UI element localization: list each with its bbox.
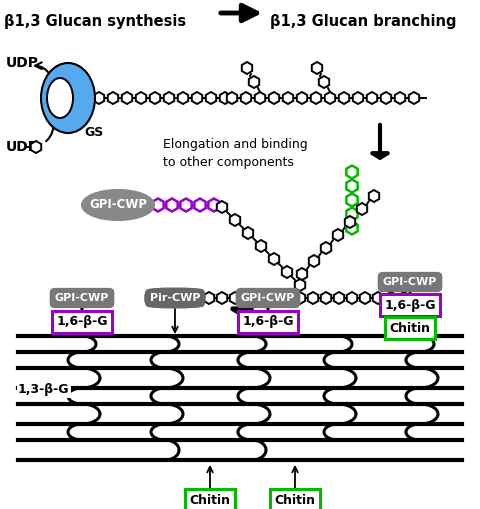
Ellipse shape xyxy=(47,78,73,118)
Polygon shape xyxy=(308,292,318,304)
Polygon shape xyxy=(269,292,279,304)
Polygon shape xyxy=(409,92,419,104)
Polygon shape xyxy=(243,292,253,304)
Polygon shape xyxy=(347,221,358,235)
Polygon shape xyxy=(353,92,363,104)
Polygon shape xyxy=(283,92,293,104)
Polygon shape xyxy=(256,240,266,252)
Polygon shape xyxy=(321,242,331,254)
Polygon shape xyxy=(311,92,321,104)
Polygon shape xyxy=(381,92,391,104)
Polygon shape xyxy=(345,216,355,228)
Polygon shape xyxy=(249,76,259,88)
Polygon shape xyxy=(357,203,367,215)
Polygon shape xyxy=(217,292,227,304)
Polygon shape xyxy=(167,199,178,212)
Polygon shape xyxy=(295,279,305,291)
Polygon shape xyxy=(94,92,104,104)
Polygon shape xyxy=(399,292,409,304)
Polygon shape xyxy=(230,214,240,226)
Polygon shape xyxy=(282,292,292,304)
Polygon shape xyxy=(321,292,331,304)
Polygon shape xyxy=(180,199,192,212)
Text: GPI-CWP: GPI-CWP xyxy=(55,293,109,303)
Polygon shape xyxy=(347,193,358,207)
Polygon shape xyxy=(191,292,201,304)
Polygon shape xyxy=(122,92,132,104)
Polygon shape xyxy=(206,92,216,104)
Polygon shape xyxy=(386,292,396,304)
Polygon shape xyxy=(312,62,322,74)
Polygon shape xyxy=(31,141,41,153)
Polygon shape xyxy=(347,180,358,192)
Polygon shape xyxy=(297,92,307,104)
Polygon shape xyxy=(347,292,357,304)
Text: Pir-CWP: Pir-CWP xyxy=(150,293,200,303)
Polygon shape xyxy=(230,292,240,304)
Text: GS: GS xyxy=(84,126,103,139)
Text: 1,6-β-G: 1,6-β-G xyxy=(384,298,436,312)
Polygon shape xyxy=(208,199,220,212)
Text: β1,3 Glucan synthesis: β1,3 Glucan synthesis xyxy=(4,14,186,29)
Polygon shape xyxy=(360,292,370,304)
Polygon shape xyxy=(295,292,305,304)
Text: UDP: UDP xyxy=(6,56,39,70)
Polygon shape xyxy=(217,201,227,213)
Text: Chitin: Chitin xyxy=(190,494,230,506)
Polygon shape xyxy=(333,229,343,241)
Polygon shape xyxy=(255,92,265,104)
Text: β1,3 Glucan branching: β1,3 Glucan branching xyxy=(270,14,456,29)
Text: Elongation and binding
to other components: Elongation and binding to other componen… xyxy=(163,138,308,169)
Polygon shape xyxy=(369,190,379,202)
Polygon shape xyxy=(194,199,205,212)
Polygon shape xyxy=(269,253,279,265)
Polygon shape xyxy=(220,92,230,104)
Text: 1,6-β-G: 1,6-β-G xyxy=(242,316,294,328)
Polygon shape xyxy=(297,268,307,280)
Polygon shape xyxy=(136,92,146,104)
Ellipse shape xyxy=(41,63,95,133)
Polygon shape xyxy=(334,292,344,304)
Polygon shape xyxy=(204,292,214,304)
Text: 1,6-β-G: 1,6-β-G xyxy=(56,316,108,328)
Polygon shape xyxy=(309,255,319,267)
Polygon shape xyxy=(242,62,252,74)
Polygon shape xyxy=(395,92,405,104)
Polygon shape xyxy=(339,92,349,104)
Polygon shape xyxy=(325,92,335,104)
Text: GPI-CWP: GPI-CWP xyxy=(89,199,147,212)
Text: GPI-CWP: GPI-CWP xyxy=(383,277,437,287)
Text: Chitin: Chitin xyxy=(275,494,315,506)
Polygon shape xyxy=(347,165,358,179)
Polygon shape xyxy=(241,92,251,104)
Polygon shape xyxy=(373,292,383,304)
Polygon shape xyxy=(164,92,174,104)
Text: UDP: UDP xyxy=(6,140,39,154)
Polygon shape xyxy=(367,92,377,104)
Text: 1,3-β-G: 1,3-β-G xyxy=(18,383,70,397)
Polygon shape xyxy=(80,92,90,104)
Text: GPI-CWP: GPI-CWP xyxy=(241,293,295,303)
Polygon shape xyxy=(282,266,292,278)
Text: Chitin: Chitin xyxy=(389,322,431,334)
Polygon shape xyxy=(243,227,253,239)
Polygon shape xyxy=(108,92,118,104)
Polygon shape xyxy=(269,92,279,104)
Polygon shape xyxy=(150,92,160,104)
Polygon shape xyxy=(178,92,188,104)
Polygon shape xyxy=(227,92,237,104)
Polygon shape xyxy=(152,199,164,212)
Ellipse shape xyxy=(82,190,154,220)
Polygon shape xyxy=(347,208,358,220)
Polygon shape xyxy=(178,292,188,304)
Polygon shape xyxy=(192,92,202,104)
Polygon shape xyxy=(319,76,329,88)
Polygon shape xyxy=(256,292,266,304)
